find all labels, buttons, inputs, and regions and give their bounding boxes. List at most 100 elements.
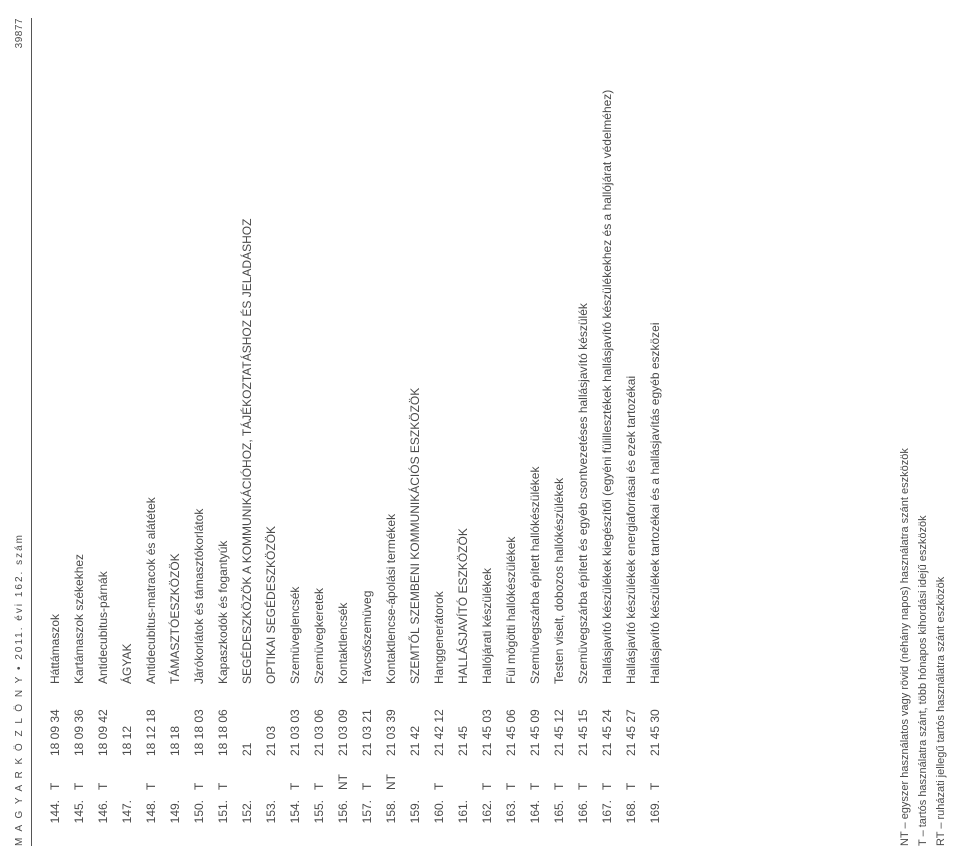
row-index: 151.: [216, 790, 231, 846]
page: M A G Y A R K Ö Z L Ö N Y • 2011. évi 16…: [0, 0, 960, 864]
row-index: 158.: [384, 790, 399, 846]
row-description: Testen viselt, dobozos hallókészülékek: [552, 18, 567, 684]
table-row: 166.T21 45 15Szemüvegszárba épített és e…: [572, 18, 596, 846]
row-description: Szemüvegszárba épített hallókészülékek: [528, 18, 543, 684]
row-index: 161.: [456, 790, 471, 846]
row-index: 156.: [336, 790, 351, 846]
table-row: 153.21 03OPTIKAI SEGÉDESZKÖZÖK: [260, 18, 284, 846]
row-code: 21 42: [408, 684, 423, 756]
table-row: 165.T21 45 12Testen viselt, dobozos hall…: [548, 18, 572, 846]
row-index: 157.: [360, 790, 375, 846]
row-code: 21 45 06: [504, 684, 519, 756]
row-flag: T: [648, 756, 663, 790]
row-index: 148.: [144, 790, 159, 846]
table-row: 158.NT21 03 39Kontaktlencse-ápolási term…: [380, 18, 404, 846]
row-code: 18 12 18: [144, 684, 159, 756]
row-code: 18 09 34: [48, 684, 63, 756]
row-description: SEGÉDESZKÖZÖK A KOMMUNIKÁCIÓHOZ, TÁJÉKOZ…: [240, 18, 255, 684]
row-index: 169.: [648, 790, 663, 846]
row-index: 145.: [72, 790, 87, 846]
row-description: Hanggenerátorok: [432, 18, 447, 684]
row-flag: T: [96, 756, 111, 790]
row-index: 149.: [168, 790, 183, 846]
table-row: 164.T21 45 09Szemüvegszárba épített hall…: [524, 18, 548, 846]
row-description: Kontaktlencse-ápolási termékek: [384, 18, 399, 684]
row-index: 162.: [480, 790, 495, 846]
row-description: Kartámaszok székekhez: [72, 18, 87, 684]
footnote: RT – ruházati jellegű tartós használatra…: [932, 18, 950, 846]
row-index: 168.: [624, 790, 639, 846]
table-row: 149. 18 18TÁMASZTÓESZKÖZÖK: [164, 18, 188, 846]
row-code: 21 03 03: [288, 684, 303, 756]
row-description: Antidecubitus-párnák: [96, 18, 111, 684]
row-code: 21 03: [264, 684, 279, 756]
row-flag: T: [72, 756, 87, 790]
header-publication: M A G Y A R K Ö Z L Ö N Y • 2011. évi 16…: [14, 533, 25, 846]
row-index: 166.: [576, 790, 591, 846]
row-description: Szemüveglencsék: [288, 18, 303, 684]
row-index: 160.: [432, 790, 447, 846]
table-row: 145.T18 09 36Kartámaszok székekhez: [68, 18, 92, 846]
row-code: 21 45 12: [552, 684, 567, 756]
row-index: 167.: [600, 790, 615, 846]
footnote: T – tartós használatra szánt, több hónap…: [914, 18, 932, 846]
row-code: 21: [240, 684, 255, 756]
row-description: Szemüvegkeretek: [312, 18, 327, 684]
row-code: 18 09 42: [96, 684, 111, 756]
row-description: Antidecubitus-matracok és alátétek: [144, 18, 159, 684]
table-row: 162.T21 45 03Hallójárati készülékek: [476, 18, 500, 846]
table-row: 150.T18 18 03Járókorlátok és támasztókor…: [188, 18, 212, 846]
row-description: Járókorlátok és támasztókorlátok: [192, 18, 207, 684]
row-index: 155.: [312, 790, 327, 846]
row-flag: T: [480, 756, 495, 790]
table-row: 144.T18 09 34Háttámaszok: [44, 18, 68, 846]
row-description: Kontaktlencsék: [336, 18, 351, 684]
row-code: 21 45 30: [648, 684, 663, 756]
footnotes: NT – egyszer használatos vagy rövid (néh…: [896, 18, 950, 846]
row-index: 146.: [96, 790, 111, 846]
row-description: TÁMASZTÓESZKÖZÖK: [168, 18, 183, 684]
row-description: SZEMTŐL SZEMBENI KOMMUNIKÁCIÓS ESZKÖZÖK: [408, 18, 423, 684]
row-description: Hallásjavító készülékek kiegészítői (egy…: [600, 18, 615, 684]
row-code: 21 45 15: [576, 684, 591, 756]
table-row: 156.NT21 03 09Kontaktlencsék: [332, 18, 356, 846]
row-flag: T: [312, 756, 327, 790]
row-code: 18 12: [120, 684, 135, 756]
row-code: 21 42 12: [432, 684, 447, 756]
row-description: HALLÁSJAVÍTÓ ESZKÖZÖK: [456, 18, 471, 684]
row-flag: T: [192, 756, 207, 790]
row-flag: T: [600, 756, 615, 790]
row-description: Hallójárati készülékek: [480, 18, 495, 684]
row-flag: T: [432, 756, 447, 790]
row-code: 21 45 24: [600, 684, 615, 756]
table-row: 169.T21 45 30Hallásjavító készülékek tar…: [644, 18, 668, 846]
row-index: 152.: [240, 790, 255, 846]
row-flag: NT: [384, 756, 399, 790]
footnote: NT – egyszer használatos vagy rövid (néh…: [896, 18, 914, 846]
table-row: 147.18 12ÁGYAK: [116, 18, 140, 846]
table-row: 157.T21 03 21Távcsőszemüveg: [356, 18, 380, 846]
row-index: 159.: [408, 790, 423, 846]
row-flag: T: [504, 756, 519, 790]
row-index: 144.: [48, 790, 63, 846]
row-flag: T: [552, 756, 567, 790]
row-code: 18 18 03: [192, 684, 207, 756]
row-code: 21 03 06: [312, 684, 327, 756]
table-row: 161.21 45HALLÁSJAVÍTÓ ESZKÖZÖK: [452, 18, 476, 846]
table-row: 148.T18 12 18Antidecubitus-matracok és a…: [140, 18, 164, 846]
row-code: 21 03 39: [384, 684, 399, 756]
row-flag: T: [48, 756, 63, 790]
row-code: 21 03 21: [360, 684, 375, 756]
row-flag: T: [576, 756, 591, 790]
row-code: 18 18: [168, 684, 183, 756]
table-row: 146.T18 09 42Antidecubitus-párnák: [92, 18, 116, 846]
row-description: Háttámaszok: [48, 18, 63, 684]
row-index: 153.: [264, 790, 279, 846]
row-index: 165.: [552, 790, 567, 846]
row-flag: T: [216, 756, 231, 790]
header-page-number: 39877: [14, 18, 25, 48]
row-description: Hallásjavító készülékek energiaforrásai …: [624, 18, 639, 684]
row-index: 150.: [192, 790, 207, 846]
table-row: 152. 21SEGÉDESZKÖZÖK A KOMMUNIKÁCIÓHOZ, T…: [236, 18, 260, 846]
table-row: 159. 21 42SZEMTŐL SZEMBENI KOMMUNIKÁCIÓS …: [404, 18, 428, 846]
